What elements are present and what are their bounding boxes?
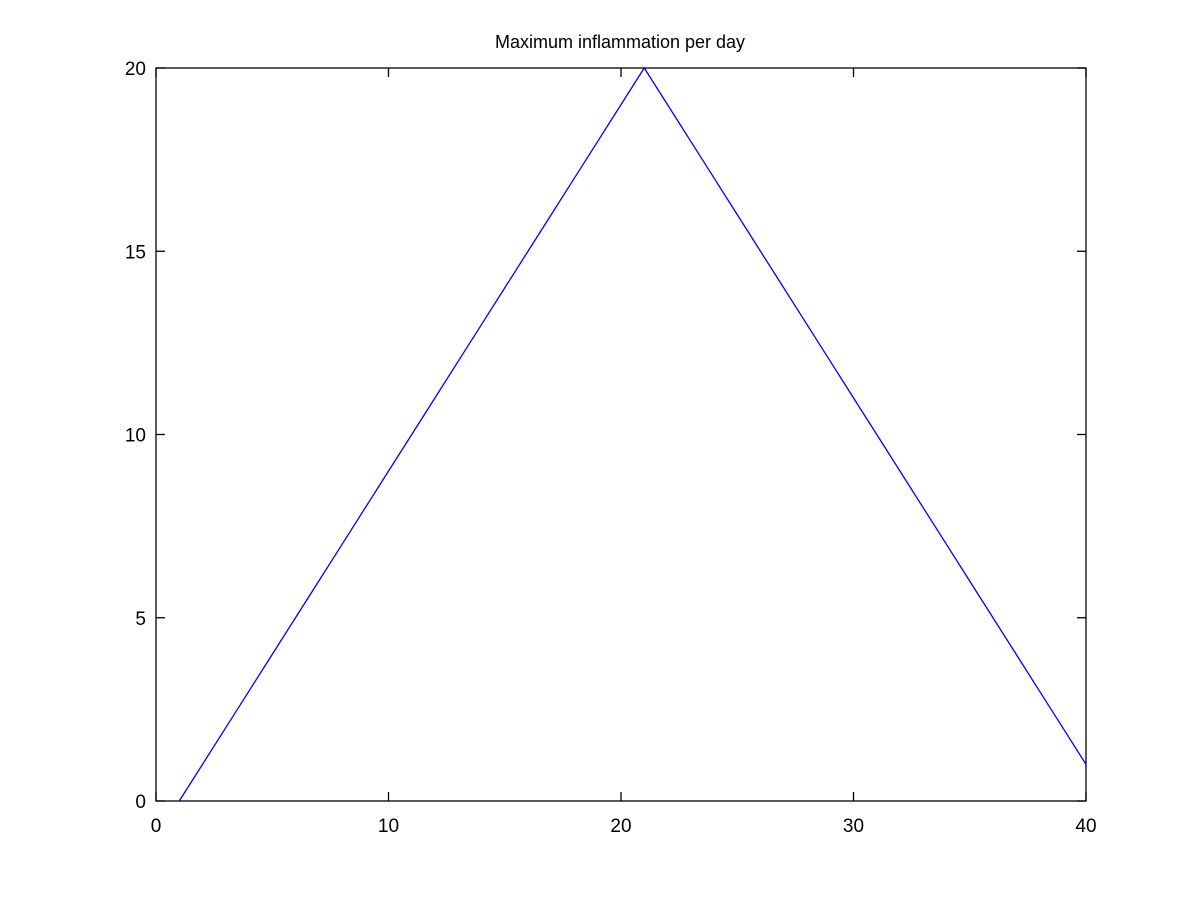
x-tick-label: 10 [378,816,399,837]
axis-ticks [155,67,1087,802]
x-tick-label: 0 [151,816,162,837]
plot-area: 0 10 20 30 40 0 5 10 15 20 [125,59,1097,837]
y-tick-label: 0 [135,792,146,813]
plot-frame [155,67,1087,802]
y-tick-label: 20 [125,59,146,80]
series-line [178,66,1087,802]
y-tick-label: 15 [125,242,146,263]
x-tick-label: 40 [1075,816,1096,837]
y-tick-label: 10 [125,426,146,447]
axis-tick-labels: 0 10 20 30 40 0 5 10 15 20 [125,59,1097,837]
x-tick-label: 20 [610,816,631,837]
x-tick-label: 30 [843,816,864,837]
y-tick-label: 5 [135,609,146,630]
series-layer [178,66,1087,802]
chart-title: Maximum inflammation per day [495,32,745,52]
